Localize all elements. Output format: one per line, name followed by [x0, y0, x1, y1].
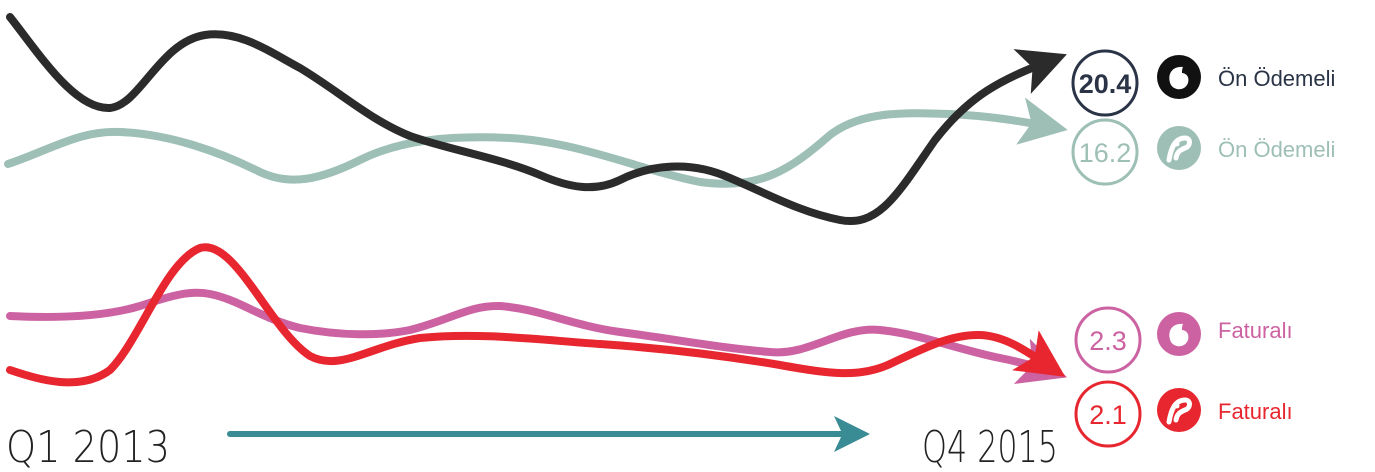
end-value-label: 2.3 [1089, 326, 1127, 356]
legend-label: Faturalı [1218, 318, 1293, 343]
legend-label: Ön Ödemeli [1218, 137, 1335, 162]
end-value-label: 20.4 [1079, 69, 1132, 99]
vodafone-icon [1157, 312, 1201, 356]
series-line-vodafone-prepaid [6, 13, 1067, 226]
series-line-turkcell-postpaid [6, 243, 1066, 387]
series-line-turkcell-prepaid [4, 97, 1068, 188]
series-line-vodafone-postpaid [6, 288, 1068, 384]
legend-row-turkcell-postpaid: 2.1 Faturalı [1074, 380, 1293, 448]
end-value-label: 2.1 [1089, 400, 1127, 430]
x-end-label: Q4 2015 [922, 422, 1058, 472]
legend-label: Faturalı [1218, 399, 1293, 424]
end-value-circle [1074, 306, 1142, 374]
turkcell-icon [1157, 388, 1201, 432]
legend-row-vodafone-prepaid: 20.4 Ön Ödemeli [1071, 49, 1335, 117]
vodafone-icon [1157, 55, 1201, 99]
end-value-circle [1074, 380, 1142, 448]
end-value-label: 16.2 [1079, 138, 1132, 168]
legend-row-turkcell-prepaid: 16.2 Ön Ödemeli [1071, 118, 1335, 186]
legend-label: Ön Ödemeli [1218, 66, 1335, 91]
end-value-circle [1071, 49, 1139, 117]
x-start-label: Q1 2013 [6, 422, 170, 472]
turkcell-icon [1157, 126, 1201, 170]
end-value-circle [1071, 118, 1139, 186]
legend-row-vodafone-postpaid: 2.3 Faturalı [1074, 306, 1293, 374]
